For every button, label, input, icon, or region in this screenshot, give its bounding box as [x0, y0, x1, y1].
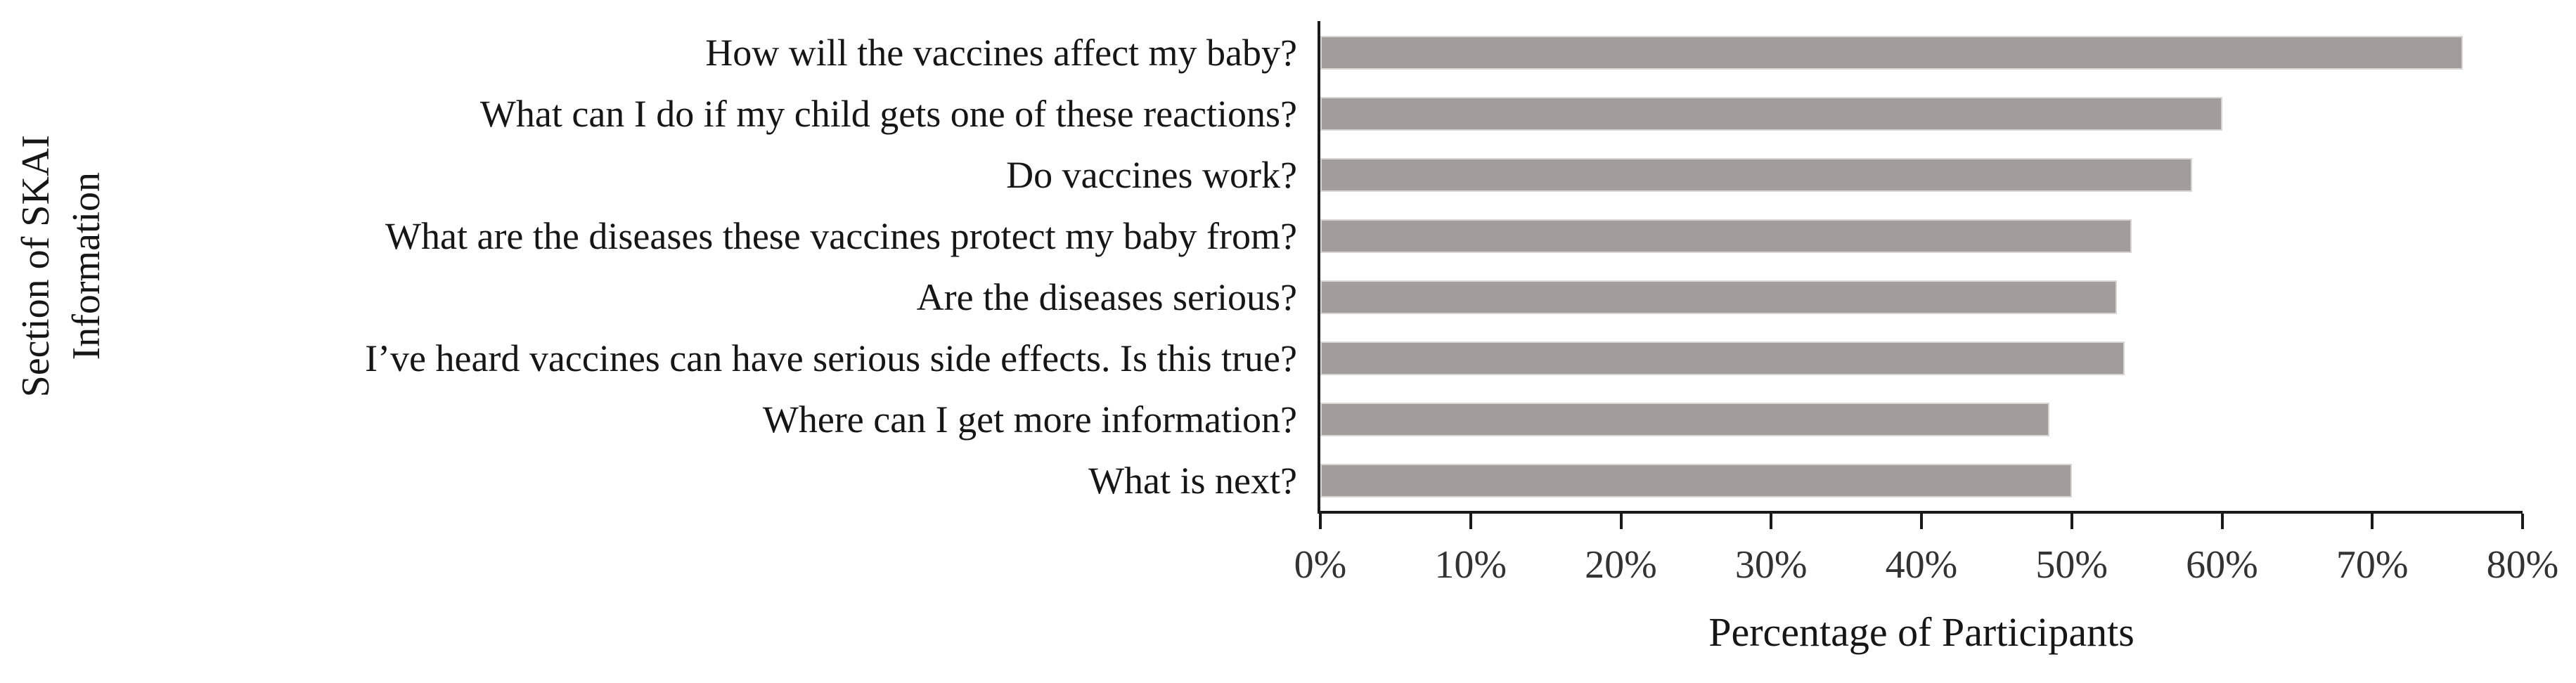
x-axis-tick-labels: 0% 10% 20% 30% 40% 50% 60% 70% 80% — [1294, 542, 2559, 592]
x-axis-tick-80 — [2521, 514, 2524, 529]
category-label: Are the diseases serious? — [916, 275, 1297, 318]
bar-how-will-vaccines-affect-baby — [1320, 36, 2463, 70]
bar-row — [1320, 145, 2523, 206]
bar-row — [1320, 327, 2523, 389]
x-tick-label: 10% — [1434, 543, 1507, 587]
x-axis-tick-0 — [1319, 514, 1322, 529]
bar-row — [1320, 267, 2523, 328]
x-tick-label: 70% — [2336, 543, 2409, 587]
x-tick-label: 80% — [2486, 543, 2559, 587]
category-label: Do vaccines work? — [1006, 154, 1297, 197]
bar-are-diseases-serious — [1320, 280, 2117, 314]
x-tick-label: 60% — [2186, 543, 2258, 587]
bar-serious-side-effects-true — [1320, 341, 2125, 375]
category-label: What can I do if my child gets one of th… — [479, 93, 1297, 136]
x-axis-tick-20 — [1619, 514, 1623, 529]
x-axis-tick-40 — [1920, 514, 1923, 529]
bar-where-more-information — [1320, 402, 2049, 436]
category-label: I’ve heard vaccines can have serious sid… — [365, 337, 1297, 379]
bar-what-diseases-protect-from — [1320, 219, 2132, 254]
category-label: What is next? — [1088, 459, 1297, 502]
x-tick-label: 20% — [1585, 543, 1657, 587]
x-tick-label: 50% — [2035, 543, 2108, 587]
x-axis-tick-60 — [2220, 514, 2224, 529]
category-label: What are the diseases these vaccines pro… — [385, 215, 1297, 258]
x-axis-title: Percentage of Participants — [1708, 609, 2134, 655]
category-axis-labels: How will the vaccines affect my baby? Wh… — [0, 21, 1297, 511]
bar-what-can-i-do-reactions — [1320, 97, 2222, 131]
x-axis-tick-10 — [1469, 514, 1472, 529]
bar-what-is-next — [1320, 463, 2072, 497]
x-axis-tick-70 — [2371, 514, 2374, 529]
bar-do-vaccines-work — [1320, 158, 2192, 193]
bar-row — [1320, 84, 2523, 145]
category-label: How will the vaccines affect my baby? — [705, 32, 1297, 74]
x-axis-tick-30 — [1770, 514, 1773, 529]
x-tick-label: 40% — [1885, 543, 1958, 587]
bar-row — [1320, 389, 2523, 450]
x-tick-label: 0% — [1294, 543, 1347, 587]
bar-rows — [1320, 21, 2523, 511]
category-label: Where can I get more information? — [762, 398, 1297, 441]
plot-area — [1318, 21, 2524, 529]
x-tick-label: 30% — [1734, 543, 1808, 587]
bar-row — [1320, 450, 2523, 511]
bar-row — [1320, 206, 2523, 267]
x-axis-tick-50 — [2070, 514, 2073, 529]
bar-row — [1320, 22, 2523, 84]
